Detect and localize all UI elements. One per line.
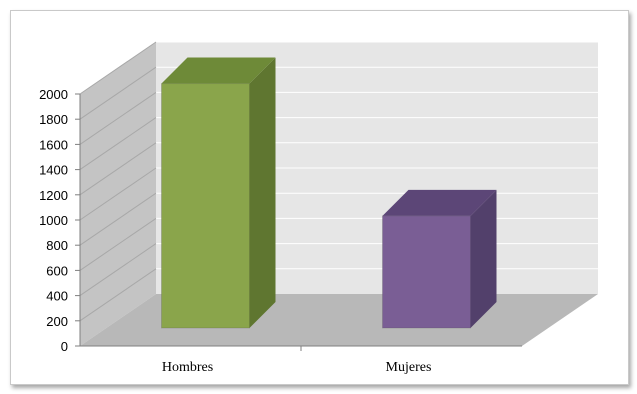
side-gridline — [79, 243, 157, 297]
x-category-label: Mujeres — [386, 360, 432, 375]
y-tick-label: 0 — [61, 339, 68, 354]
side-gridline — [79, 66, 157, 120]
y-tick-label: 400 — [46, 289, 68, 304]
y-tick-label: 800 — [46, 238, 68, 253]
y-tick-label: 2000 — [39, 87, 68, 102]
y-tick-label: 1600 — [39, 137, 68, 152]
side-gridline — [79, 192, 157, 246]
side-gridline — [79, 142, 157, 196]
bar-mujeres-top — [382, 189, 497, 216]
y-tick-label: 1000 — [39, 213, 68, 228]
side-gridline — [79, 268, 157, 322]
side-gridline — [79, 167, 157, 221]
side-gridline — [79, 41, 157, 95]
bar-hombres-front — [161, 83, 250, 329]
y-tick-label: 200 — [46, 314, 68, 329]
y-tick-label: 1400 — [39, 163, 68, 178]
bar-hombres-top — [161, 57, 276, 84]
bar-mujeres-front — [382, 215, 471, 329]
x-category-label: Hombres — [162, 360, 213, 375]
y-tick-label: 600 — [46, 263, 68, 278]
side-gridline — [79, 117, 157, 171]
side-gridline — [79, 91, 157, 145]
floor — [80, 294, 598, 346]
y-tick-label: 1200 — [39, 188, 68, 203]
y-tick-label: 1800 — [39, 112, 68, 127]
side-gridline — [79, 217, 157, 271]
bar-mujeres-side — [470, 189, 497, 328]
bar-hombres-side — [249, 57, 276, 329]
